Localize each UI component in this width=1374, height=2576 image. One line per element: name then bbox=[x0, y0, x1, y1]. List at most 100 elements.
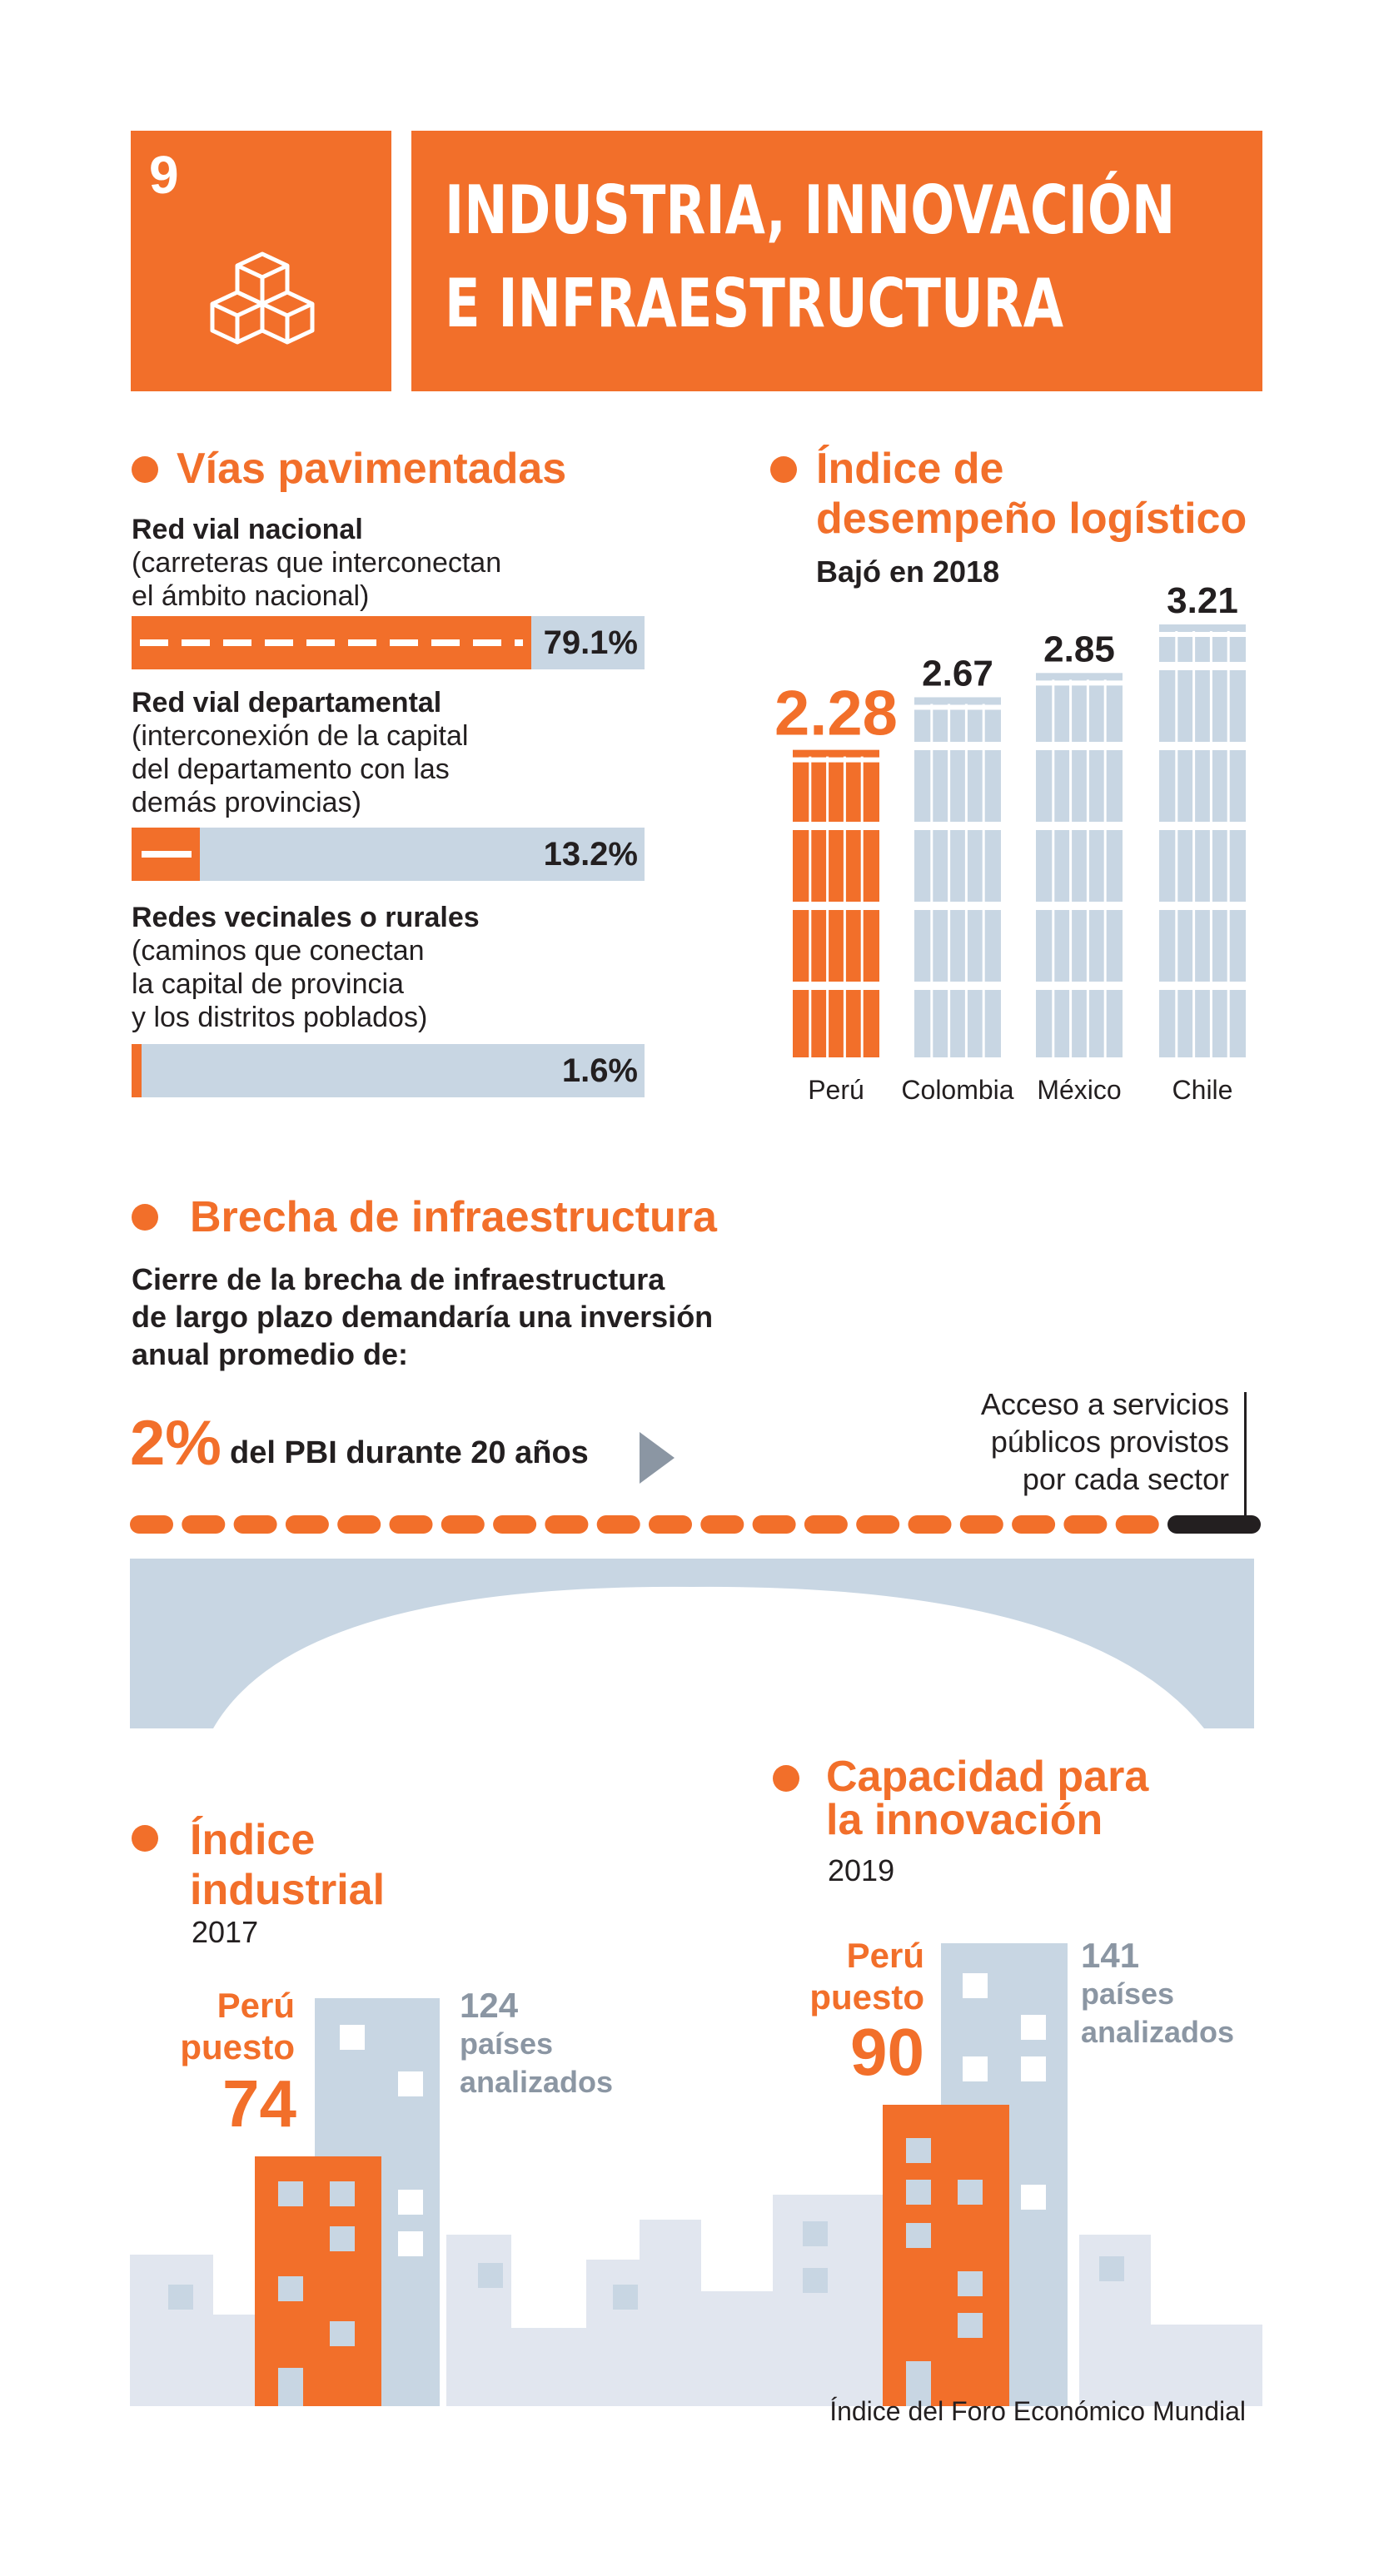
innovacion-peru-label: Perú puesto bbox=[749, 1935, 924, 2018]
bridge-dash bbox=[182, 1515, 226, 1534]
industrial-title-line2: industrial bbox=[190, 1866, 386, 1914]
industrial-buildings bbox=[130, 1998, 446, 2406]
access-label-line: por cada sector bbox=[1022, 1462, 1229, 1496]
total-line: analizados bbox=[1081, 2015, 1235, 2049]
vias-title: Vías pavimentadas bbox=[177, 445, 567, 493]
logistica-title-line2: desempeño logístico bbox=[816, 495, 1247, 543]
total-line: países bbox=[460, 2026, 554, 2061]
vias-bar-vecinales: 1.6% bbox=[132, 1044, 645, 1097]
vias-bar-value: 79.1% bbox=[543, 624, 638, 661]
chart-bar bbox=[914, 697, 1001, 1057]
innovacion-title: Capacidad para la innovación bbox=[826, 1755, 1148, 1842]
section-bullet bbox=[773, 1765, 799, 1792]
total-number: 124 bbox=[460, 1986, 519, 2025]
access-pointer-line bbox=[1244, 1392, 1247, 1515]
peru-label-line: puesto bbox=[180, 2027, 295, 2066]
bridge-arch bbox=[130, 1559, 1254, 1728]
bridge-dash-access bbox=[1167, 1515, 1261, 1534]
goal-number-box: 9 bbox=[131, 131, 391, 391]
vias-bar-fill bbox=[132, 1044, 142, 1097]
goal-title-line1: INDUSTRIA, INNOVACIÓN bbox=[445, 172, 1176, 249]
vias-item-desc: la capital de provincia bbox=[132, 968, 404, 1000]
access-label: Acceso a servicios públicos provistos po… bbox=[833, 1385, 1229, 1498]
bridge-dash bbox=[752, 1515, 796, 1534]
bridge-dash bbox=[545, 1515, 589, 1534]
logistica-subtitle: Bajó en 2018 bbox=[816, 554, 1000, 589]
bridge-dash bbox=[337, 1515, 381, 1534]
vias-item-desc: (interconexión de la capital bbox=[132, 720, 469, 752]
chart-bar bbox=[1159, 624, 1246, 1057]
bridge-dash bbox=[700, 1515, 744, 1534]
innovacion-total: 141 países analizados bbox=[1081, 1937, 1234, 2051]
bridge-dash bbox=[959, 1515, 1003, 1534]
bridge-dash bbox=[493, 1515, 537, 1534]
stacked-cubes-icon bbox=[210, 251, 315, 345]
total-line: analizados bbox=[460, 2065, 614, 2099]
section-bullet bbox=[770, 456, 797, 483]
vias-item-2-text: Red vial departamental (interconexión de… bbox=[132, 686, 468, 819]
industrial-rank: 74 bbox=[222, 2066, 296, 2141]
chart-bar-3 bbox=[1159, 624, 1246, 1057]
bridge-dash bbox=[856, 1515, 900, 1534]
vias-item-name: Red vial departamental bbox=[132, 687, 442, 719]
vias-bar-value: 13.2% bbox=[543, 836, 638, 873]
building-peru bbox=[883, 2105, 1009, 2406]
vias-item-desc: el ámbito nacional) bbox=[132, 580, 370, 612]
industrial-title-line1: Índice bbox=[190, 1816, 316, 1864]
chart-bar bbox=[1036, 673, 1123, 1057]
logistica-chart: 2.28 Perú 2.67 Colombia 2.85 México 3.21 Chile bbox=[749, 566, 1282, 1116]
vias-bar-value: 1.6% bbox=[561, 1052, 638, 1089]
chart-category-label: Perú bbox=[808, 1075, 864, 1105]
source-note: Índice del Foro Económico Mundial bbox=[829, 2396, 1246, 2426]
chart-bar-1 bbox=[914, 697, 1001, 1057]
access-label-line: públicos provistos bbox=[990, 1425, 1229, 1459]
arrow-right-icon bbox=[640, 1432, 675, 1484]
vias-item-desc: (carreteras que interconectan bbox=[132, 547, 502, 579]
vias-item-desc: (caminos que conectan bbox=[132, 935, 425, 967]
brecha-percent-text: del PBI durante 20 años bbox=[230, 1435, 589, 1470]
bridge-dash-line bbox=[130, 1515, 1261, 1534]
logistica-chart-svg: 2.28 Perú 2.67 Colombia 2.85 México 3.21 Chile bbox=[774, 580, 1246, 1105]
section-bullet bbox=[132, 1825, 158, 1852]
innovacion-title-line2: la innovación bbox=[826, 1796, 1103, 1844]
bridge-dash bbox=[233, 1515, 277, 1534]
bridge-dash bbox=[649, 1515, 692, 1534]
innovacion-year: 2019 bbox=[828, 1853, 895, 1887]
industrial-year: 2017 bbox=[192, 1915, 259, 1949]
brecha-title: Brecha de infraestructura bbox=[190, 1193, 717, 1241]
chart-bar-0 bbox=[793, 749, 879, 1057]
vias-bar-departamental: 13.2% bbox=[132, 828, 645, 881]
peru-label-line: Perú bbox=[846, 1936, 924, 1975]
peru-label-line: puesto bbox=[809, 1977, 924, 2017]
building-peru bbox=[255, 2156, 381, 2406]
bridge-dash bbox=[1012, 1515, 1056, 1534]
section-bullet bbox=[132, 456, 158, 483]
vias-item-name: Red vial nacional bbox=[132, 514, 363, 545]
chart-bar-2 bbox=[1036, 673, 1123, 1057]
total-number: 141 bbox=[1081, 1936, 1140, 1975]
vias-bar-fill bbox=[132, 616, 531, 669]
industrial-total: 124 países analizados bbox=[460, 1987, 613, 2101]
brecha-description: Cierre de la brecha de infraestructura d… bbox=[132, 1261, 713, 1373]
logistica-title: Índice de desempeño logístico bbox=[816, 444, 1247, 544]
bridge-dash bbox=[389, 1515, 433, 1534]
goal-title-line2: E INFRAESTRUCTURA bbox=[445, 265, 1063, 342]
chart-value-label: 3.21 bbox=[1167, 580, 1238, 621]
bridge-dash bbox=[804, 1515, 848, 1534]
chart-category-label: México bbox=[1037, 1075, 1121, 1105]
innovacion-title-line1: Capacidad para bbox=[826, 1753, 1149, 1801]
vias-item-desc: demás provincias) bbox=[132, 787, 361, 818]
bridge-dash bbox=[285, 1515, 329, 1534]
chart-value-label: 2.28 bbox=[774, 679, 898, 749]
industrial-title: Índice industrial bbox=[190, 1815, 385, 1915]
total-line: países bbox=[1081, 1977, 1175, 2011]
chart-category-label: Chile bbox=[1172, 1075, 1233, 1105]
vias-item-desc: del departamento con las bbox=[132, 753, 450, 785]
goal-number: 9 bbox=[149, 145, 179, 205]
chart-category-label: Colombia bbox=[901, 1075, 1013, 1105]
access-label-line: Acceso a servicios bbox=[980, 1387, 1229, 1421]
vias-item-desc: y los distritos poblados) bbox=[132, 1002, 428, 1033]
chart-value-label: 2.85 bbox=[1043, 629, 1115, 669]
bridge-dash bbox=[130, 1515, 173, 1534]
bridge-dash bbox=[908, 1515, 952, 1534]
